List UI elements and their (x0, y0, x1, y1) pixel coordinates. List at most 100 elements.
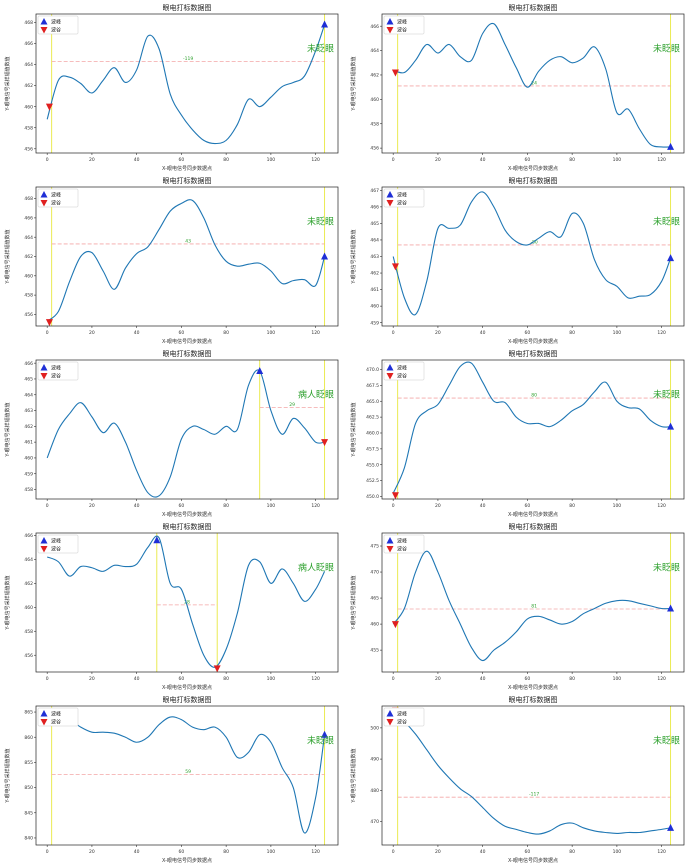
y-tick-label: 462 (370, 73, 379, 79)
y-tick-label: 470.0 (366, 367, 379, 373)
legend-peak-label: 波峰 (397, 192, 407, 199)
x-tick-label: 80 (223, 157, 229, 163)
y-tick-label: 458 (24, 629, 33, 635)
span-annotation: 43 (185, 238, 191, 244)
x-tick-label: 0 (46, 849, 49, 855)
legend-valley-icon (40, 546, 48, 553)
blink-status: 未眨眼 (653, 43, 680, 55)
legend-valley-label: 波谷 (397, 27, 407, 34)
x-tick-label: 100 (267, 503, 276, 509)
x-tick-label: 100 (613, 330, 622, 336)
legend-valley-label: 波谷 (51, 546, 61, 553)
signal-line (393, 22, 671, 148)
x-tick-label: 40 (480, 676, 486, 682)
y-tick-label: 466 (370, 24, 379, 30)
plot-frame (381, 705, 685, 846)
y-tick-label: 500 (370, 725, 379, 731)
chart-panel-6: 眼电打标数据图 X-眼电信号同步数据点 Y-眼电信号采样幅值数值 0 20 40 60 80 1… (350, 349, 685, 518)
blink-status: 病人眨眼 (298, 389, 334, 401)
y-tick-label: 460 (24, 104, 33, 110)
blink-status: 病人眨眼 (298, 562, 334, 574)
legend-valley-icon (40, 27, 48, 34)
y-tick-label: 470 (370, 570, 379, 576)
chart-title: 眼电打标数据图 (163, 522, 212, 531)
y-tick-label: 450.0 (366, 494, 379, 500)
x-tick-label: 40 (134, 849, 140, 855)
y-axis-label: Y-眼电信号采样幅值数值 (350, 229, 357, 284)
chart-panel-10: 眼电打标数据图 X-眼电信号同步数据点 Y-眼电信号采样幅值数值 0 20 40 60 80 1… (350, 695, 685, 864)
legend-peak-icon (40, 191, 48, 198)
legend-valley-icon (40, 719, 48, 726)
blink-status: 未眨眼 (653, 735, 680, 747)
x-tick-label: 0 (392, 676, 395, 682)
span-annotation: 81 (531, 604, 537, 610)
chart-panel-3: 眼电打标数据图 X-眼电信号同步数据点 Y-眼电信号采样幅值数值 0 20 40 60 80 1… (4, 176, 339, 345)
valley-marker (213, 665, 221, 673)
legend-peak-icon (386, 710, 394, 717)
x-tick-label: 20 (435, 676, 441, 682)
span-annotation: -80 (530, 239, 537, 245)
chart-panel-8: 眼电打标数据图 X-眼电信号同步数据点 Y-眼电信号采样幅值数值 0 20 40 60 80 1… (350, 522, 685, 691)
span-annotation: -117 (529, 792, 539, 798)
legend-peak-icon (386, 191, 394, 198)
x-axis-label: X-眼电信号同步数据点 (162, 511, 212, 518)
legend-peak-icon (40, 710, 48, 717)
x-tick-label: 80 (569, 330, 575, 336)
x-axis-label: X-眼电信号同步数据点 (162, 857, 212, 864)
plot-frame (35, 13, 339, 154)
x-tick-label: 80 (569, 503, 575, 509)
y-tick-label: 458 (370, 121, 379, 127)
y-tick-label: 464 (24, 392, 33, 398)
legend-valley-label: 波谷 (397, 373, 407, 380)
y-tick-label: 462 (370, 271, 379, 277)
span-annotation: 28 (184, 599, 190, 605)
x-tick-label: 40 (480, 849, 486, 855)
x-tick-label: 0 (46, 157, 49, 163)
x-tick-label: 120 (311, 676, 320, 682)
y-tick-label: 460 (370, 304, 379, 310)
chart-title: 眼电打标数据图 (509, 176, 558, 185)
y-axis-label: Y-眼电信号采样幅值数值 (350, 748, 357, 803)
x-axis-label: X-眼电信号同步数据点 (162, 684, 212, 691)
valley-marker (321, 439, 329, 447)
peak-marker (256, 367, 264, 375)
legend-valley-label: 波谷 (51, 719, 61, 726)
signal-line (47, 714, 326, 834)
legend-valley-label: 波谷 (397, 200, 407, 207)
y-tick-label: 462 (24, 581, 33, 587)
x-tick-label: 100 (613, 503, 622, 509)
y-tick-label: 462 (24, 424, 33, 430)
y-tick-label: 467 (370, 188, 379, 194)
x-tick-label: 80 (569, 157, 575, 163)
x-tick-label: 40 (134, 157, 140, 163)
blink-status: 未眨眼 (653, 389, 680, 401)
y-tick-label: 465 (24, 377, 33, 383)
peak-marker (667, 142, 675, 150)
x-tick-label: 20 (89, 676, 95, 682)
y-tick-label: 465 (370, 596, 379, 602)
y-tick-label: 470 (370, 819, 379, 825)
y-tick-label: 465 (370, 221, 379, 227)
y-tick-label: 466 (24, 41, 33, 47)
y-axis-label: Y-眼电信号采样幅值数值 (4, 56, 11, 111)
y-tick-label: 463 (24, 408, 33, 414)
x-tick-label: 120 (657, 157, 666, 163)
x-tick-label: 0 (46, 503, 49, 509)
x-tick-label: 60 (179, 849, 185, 855)
legend-box (383, 361, 425, 381)
x-tick-label: 100 (267, 676, 276, 682)
y-tick-label: 456 (24, 653, 33, 659)
y-tick-label: 464 (24, 557, 33, 563)
chart-title: 眼电打标数据图 (509, 695, 558, 704)
y-tick-label: 490 (370, 757, 379, 763)
x-tick-label: 60 (525, 503, 531, 509)
x-tick-label: 80 (569, 676, 575, 682)
x-tick-label: 120 (311, 157, 320, 163)
y-tick-label: 466 (370, 204, 379, 210)
plot-frame (35, 532, 339, 673)
y-tick-label: 464 (370, 48, 379, 54)
legend-valley-icon (386, 546, 394, 553)
legend-peak-icon (386, 18, 394, 25)
legend-peak-label: 波峰 (397, 538, 407, 545)
x-tick-label: 40 (134, 676, 140, 682)
